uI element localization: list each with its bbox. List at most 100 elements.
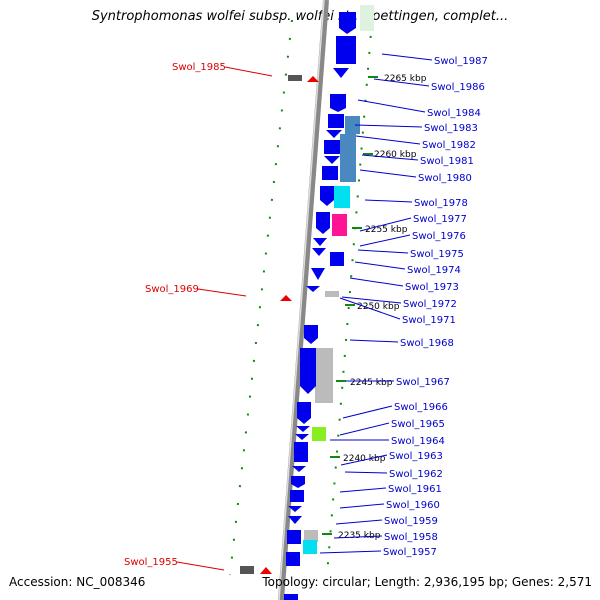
gene-arrow[interactable] — [333, 68, 349, 78]
gene-label[interactable]: Swol_1963 — [389, 451, 443, 462]
feature-magenta[interactable] — [332, 214, 347, 236]
gene-arrow[interactable] — [287, 530, 301, 544]
gene-label[interactable]: Swol_1982 — [422, 140, 476, 151]
gene-label[interactable]: Swol_1962 — [389, 469, 443, 480]
gene-arrow[interactable] — [290, 490, 304, 502]
gene-arrow[interactable] — [288, 516, 302, 524]
gene-arrow[interactable] — [286, 552, 300, 566]
gene-label[interactable]: Swol_1984 — [427, 108, 481, 119]
gene-arrow[interactable] — [328, 114, 344, 128]
gene-arrow[interactable] — [316, 212, 330, 234]
gene-arrow[interactable] — [330, 94, 346, 112]
leader-line — [341, 296, 402, 304]
red-marker[interactable] — [280, 295, 292, 301]
gene-label[interactable]: Swol_1973 — [405, 282, 459, 293]
gene-arrow[interactable] — [284, 594, 298, 600]
leader-line — [361, 154, 419, 161]
leader-line — [359, 217, 412, 232]
leader-line — [344, 471, 388, 474]
leader-line — [333, 535, 383, 539]
gene-label[interactable]: Swol_1981 — [420, 156, 474, 167]
leader-line — [373, 78, 430, 87]
gene-label[interactable]: Swol_1987 — [434, 56, 488, 67]
gene-label[interactable]: Swol_1957 — [383, 547, 437, 558]
feature-lime[interactable] — [312, 427, 326, 441]
feature-darkgray[interactable] — [240, 566, 254, 574]
gene-label[interactable]: Swol_1965 — [391, 419, 445, 430]
gene-arrow[interactable] — [296, 426, 310, 432]
gene-arrow[interactable] — [330, 252, 344, 266]
gene-label[interactable]: Swol_1976 — [412, 231, 466, 242]
feature-gray[interactable] — [315, 348, 333, 403]
feature-cyan[interactable] — [334, 186, 350, 208]
gene-label[interactable]: Swol_1977 — [413, 214, 467, 225]
gene-arrow[interactable] — [300, 348, 316, 394]
gene-arrow[interactable] — [313, 238, 327, 246]
gene-arrow[interactable] — [306, 286, 320, 292]
gene-label[interactable]: Swol_1966 — [394, 402, 448, 413]
gene-label[interactable]: Swol_1959 — [384, 516, 438, 527]
backbone-highlight — [278, 0, 325, 600]
gene-arrow[interactable] — [291, 476, 305, 488]
feature-steelblue[interactable] — [340, 134, 356, 182]
feature-steelblue[interactable] — [345, 116, 360, 134]
leader-line-red — [224, 66, 273, 77]
leader-line-red — [176, 561, 225, 571]
gene-label[interactable]: Swol_1958 — [384, 532, 438, 543]
gene-label-red[interactable]: Swol_1969 — [145, 284, 199, 295]
gene-label[interactable]: Swol_1964 — [391, 436, 445, 447]
feature-pale[interactable] — [360, 5, 374, 31]
gene-label[interactable]: Swol_1961 — [388, 484, 442, 495]
gene-label-red[interactable]: Swol_1955 — [124, 557, 178, 568]
gene-arrow[interactable] — [326, 130, 342, 138]
gene-arrow[interactable] — [292, 466, 306, 472]
gene-arrow[interactable] — [320, 186, 334, 206]
gene-arrow[interactable] — [324, 140, 340, 154]
leader-line — [354, 124, 423, 128]
gene-arrow[interactable] — [288, 506, 302, 512]
gene-label[interactable]: Swol_1983 — [424, 123, 478, 134]
gene-label[interactable]: Swol_1960 — [386, 500, 440, 511]
red-marker[interactable] — [307, 76, 319, 82]
gene-arrow[interactable] — [336, 36, 356, 64]
leader-line — [339, 297, 401, 320]
feature-cyan[interactable] — [303, 540, 317, 554]
leader-line — [339, 503, 385, 509]
leader-line — [349, 339, 399, 343]
leader-line — [354, 261, 406, 270]
left-labels: Swol_1985 Swol_1969 Swol_1955 — [124, 62, 273, 571]
kbp-label: 2255 kbp — [365, 225, 408, 235]
leader-line — [357, 249, 409, 254]
gene-arrow[interactable] — [295, 434, 309, 440]
gene-arrow[interactable] — [312, 248, 326, 256]
red-marker[interactable] — [260, 567, 272, 574]
leader-line — [319, 550, 382, 554]
gene-label[interactable]: Swol_1975 — [410, 249, 464, 260]
gene-label-red[interactable]: Swol_1985 — [172, 62, 226, 73]
gene-arrow[interactable] — [324, 156, 340, 164]
gene-arrow[interactable] — [339, 12, 356, 34]
gene-arrow[interactable] — [297, 402, 311, 424]
gene-arrow[interactable] — [304, 325, 318, 344]
kbp-label: 2265 kbp — [384, 74, 427, 84]
gene-arrow[interactable] — [322, 166, 338, 180]
leader-line-red — [197, 288, 247, 297]
gene-label[interactable]: Swol_1978 — [414, 198, 468, 209]
leader-line — [349, 277, 404, 287]
feature-gray[interactable] — [325, 291, 339, 297]
gene-label[interactable]: Swol_1972 — [403, 299, 457, 310]
leader-line — [342, 405, 393, 419]
gene-label[interactable]: Swol_1971 — [402, 315, 456, 326]
gene-label[interactable]: Swol_1980 — [418, 173, 472, 184]
inner-dotted-ring — [326, 19, 373, 576]
feature-gray[interactable] — [304, 530, 318, 542]
gene-arrow[interactable] — [311, 268, 325, 280]
gene-label[interactable]: Swol_1986 — [431, 82, 485, 93]
gene-label[interactable]: Swol_1967 — [396, 377, 450, 388]
gene-label[interactable]: Swol_1974 — [407, 265, 461, 276]
gene-arrow[interactable] — [294, 442, 308, 462]
leader-line — [339, 422, 390, 436]
feature-darkgray[interactable] — [288, 75, 302, 81]
leader-line — [359, 234, 411, 247]
gene-label[interactable]: Swol_1968 — [400, 338, 454, 349]
